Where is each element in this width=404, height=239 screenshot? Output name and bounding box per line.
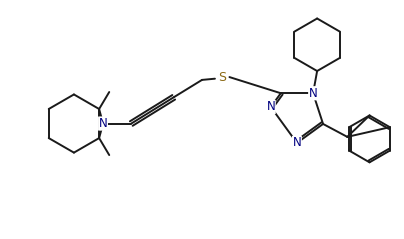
Text: N: N [309,87,318,100]
Text: S: S [218,71,226,84]
Text: N: N [266,100,275,114]
Text: N: N [292,136,301,149]
Text: N: N [99,117,107,130]
